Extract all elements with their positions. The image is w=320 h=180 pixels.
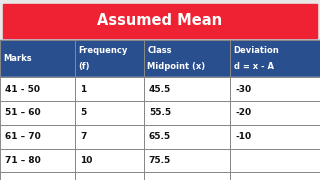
Bar (144, 125, 230, 148)
Text: 1: 1 (80, 85, 86, 94)
Bar (0, 77, 75, 101)
Bar (230, 125, 320, 148)
Text: 65.5: 65.5 (149, 132, 171, 141)
Bar (75, 148, 144, 172)
Bar (75, 77, 144, 101)
Bar (230, 172, 320, 180)
Bar (144, 40, 230, 77)
Bar (144, 172, 230, 180)
Bar (75, 101, 144, 125)
Bar (0, 125, 75, 148)
Text: 7: 7 (80, 132, 86, 141)
Text: Assumed Mean: Assumed Mean (97, 13, 223, 28)
Bar (0, 40, 75, 77)
Text: -10: -10 (235, 132, 251, 141)
Text: 51 – 60: 51 – 60 (5, 108, 40, 118)
Bar (144, 125, 230, 148)
Text: 45.5: 45.5 (149, 85, 171, 94)
Bar (144, 148, 230, 172)
Bar (0, 40, 75, 77)
Text: (f): (f) (78, 62, 90, 71)
Bar (144, 101, 230, 125)
Bar (144, 172, 230, 180)
Bar (0, 125, 75, 148)
Bar (144, 77, 230, 101)
Bar (230, 148, 320, 172)
Bar (75, 77, 144, 101)
Bar (230, 101, 320, 125)
Text: 55.5: 55.5 (149, 108, 171, 118)
Bar (144, 101, 230, 125)
Bar (230, 148, 320, 172)
Text: 75.5: 75.5 (149, 156, 171, 165)
Text: 41 - 50: 41 - 50 (5, 85, 40, 94)
Bar (75, 101, 144, 125)
Bar (75, 40, 144, 77)
Bar (0, 77, 75, 101)
Bar (0, 148, 75, 172)
Bar (0, 172, 75, 180)
Text: d = x - A: d = x - A (234, 62, 274, 71)
Text: Deviation: Deviation (234, 46, 279, 55)
Bar (144, 77, 230, 101)
Bar (75, 172, 144, 180)
Bar (230, 172, 320, 180)
Bar (230, 101, 320, 125)
Bar (75, 125, 144, 148)
Bar (0, 101, 75, 125)
Bar (230, 125, 320, 148)
Text: Class: Class (147, 46, 172, 55)
Bar (0, 148, 75, 172)
Text: Frequency: Frequency (78, 46, 128, 55)
Bar (144, 40, 230, 77)
Bar (0, 101, 75, 125)
Text: Midpoint (x): Midpoint (x) (147, 62, 205, 71)
Text: 71 – 80: 71 – 80 (5, 156, 41, 165)
Text: 61 – 70: 61 – 70 (5, 132, 41, 141)
Bar (75, 148, 144, 172)
Bar (230, 77, 320, 101)
Bar (75, 125, 144, 148)
Bar (75, 40, 144, 77)
Bar (230, 77, 320, 101)
Bar (230, 40, 320, 77)
Text: 10: 10 (80, 156, 92, 165)
Bar (230, 40, 320, 77)
Bar (75, 172, 144, 180)
Text: -20: -20 (235, 108, 251, 118)
Text: Marks: Marks (3, 54, 32, 63)
Text: -30: -30 (235, 85, 251, 94)
Bar (144, 148, 230, 172)
Bar (3, 4, 317, 38)
Bar (0, 172, 75, 180)
Text: 5: 5 (80, 108, 86, 118)
